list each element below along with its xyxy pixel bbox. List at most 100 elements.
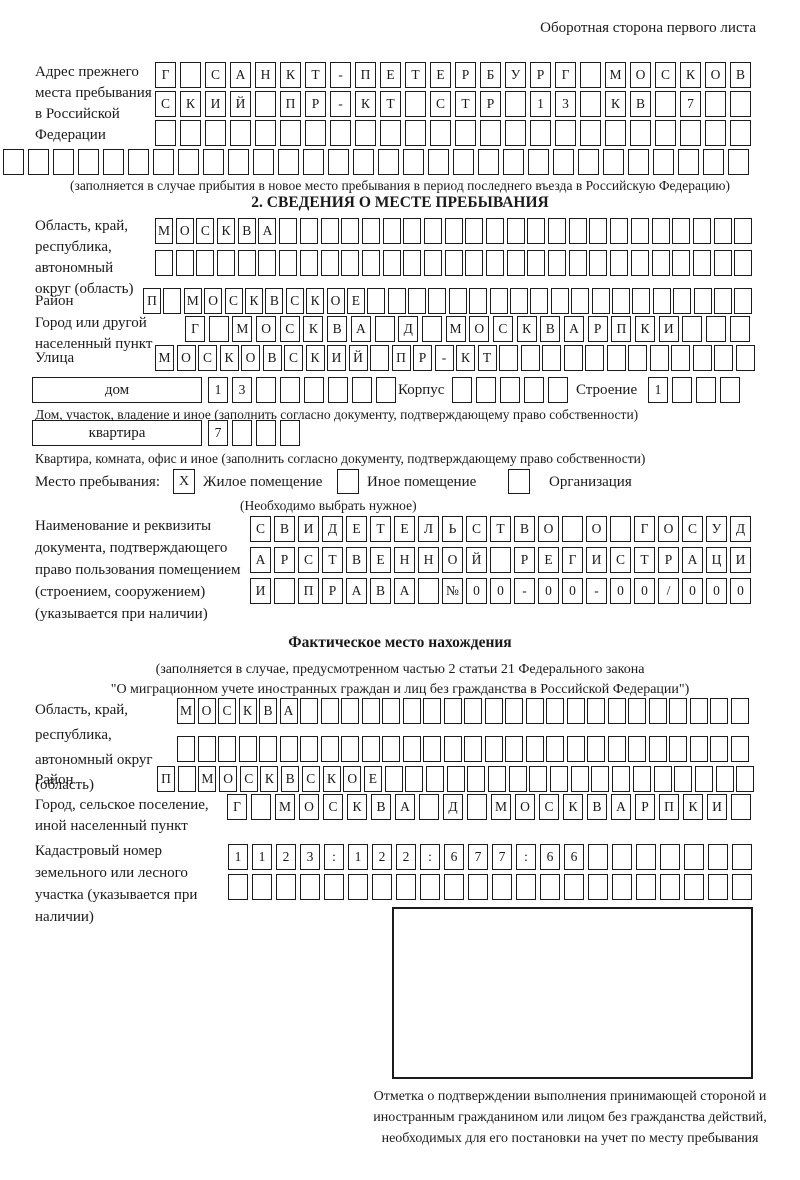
char-cell[interactable]: Д bbox=[443, 794, 463, 820]
char-cell[interactable] bbox=[428, 149, 449, 175]
char-cell[interactable]: М bbox=[183, 288, 202, 314]
char-cell[interactable] bbox=[669, 736, 687, 762]
char-cell[interactable] bbox=[732, 844, 752, 870]
char-cell[interactable]: 0 bbox=[730, 578, 751, 604]
char-cell[interactable] bbox=[28, 149, 49, 175]
char-cell[interactable]: П bbox=[611, 316, 632, 342]
char-cell[interactable] bbox=[588, 844, 608, 870]
char-cell[interactable] bbox=[682, 316, 703, 342]
char-cell[interactable] bbox=[217, 250, 236, 276]
char-cell[interactable]: В bbox=[371, 794, 391, 820]
char-cell[interactable] bbox=[708, 874, 728, 900]
char-cell[interactable] bbox=[305, 120, 326, 146]
char-cell[interactable]: 2 bbox=[396, 844, 416, 870]
char-cell[interactable] bbox=[352, 377, 372, 403]
char-cell[interactable]: В bbox=[265, 288, 284, 314]
char-cell[interactable]: О bbox=[256, 316, 277, 342]
char-cell[interactable]: С bbox=[539, 794, 559, 820]
char-cell[interactable]: К bbox=[355, 91, 376, 117]
char-cell[interactable] bbox=[455, 120, 476, 146]
char-cell[interactable]: С bbox=[655, 62, 676, 88]
char-cell[interactable]: С bbox=[218, 698, 236, 724]
char-cell[interactable] bbox=[476, 377, 496, 403]
char-cell[interactable]: Е bbox=[538, 547, 559, 573]
char-cell[interactable]: К bbox=[680, 62, 701, 88]
char-cell[interactable] bbox=[731, 794, 751, 820]
char-cell[interactable] bbox=[279, 250, 298, 276]
char-cell[interactable]: 3 bbox=[300, 844, 320, 870]
char-cell[interactable] bbox=[694, 766, 713, 792]
char-cell[interactable]: О bbox=[219, 766, 238, 792]
char-cell[interactable] bbox=[580, 62, 601, 88]
char-cell[interactable]: Т bbox=[305, 62, 326, 88]
char-cell[interactable] bbox=[320, 736, 339, 762]
char-cell[interactable]: Т bbox=[634, 547, 655, 573]
char-cell[interactable]: А bbox=[682, 547, 703, 573]
char-cell[interactable]: П bbox=[157, 766, 175, 792]
char-cell[interactable] bbox=[503, 149, 524, 175]
char-cell[interactable] bbox=[180, 120, 201, 146]
char-cell[interactable]: Ь bbox=[442, 516, 463, 542]
char-cell[interactable] bbox=[506, 218, 525, 244]
char-cell[interactable]: А bbox=[395, 794, 415, 820]
char-cell[interactable]: И bbox=[250, 578, 271, 604]
char-cell[interactable] bbox=[279, 736, 298, 762]
char-cell[interactable] bbox=[384, 766, 403, 792]
char-cell[interactable]: С bbox=[224, 288, 243, 314]
char-cell[interactable] bbox=[729, 316, 750, 342]
char-cell[interactable] bbox=[651, 218, 670, 244]
char-cell[interactable]: 0 bbox=[634, 578, 655, 604]
char-cell[interactable]: К bbox=[683, 794, 703, 820]
char-cell[interactable]: К bbox=[280, 62, 301, 88]
char-cell[interactable]: С bbox=[430, 91, 451, 117]
char-cell[interactable]: С bbox=[682, 516, 703, 542]
char-cell[interactable] bbox=[484, 736, 503, 762]
char-cell[interactable]: : bbox=[420, 844, 440, 870]
char-cell[interactable] bbox=[374, 316, 395, 342]
char-cell[interactable]: А bbox=[258, 218, 277, 244]
char-cell[interactable]: 0 bbox=[562, 578, 583, 604]
char-cell[interactable] bbox=[612, 844, 632, 870]
char-cell[interactable]: С bbox=[466, 516, 487, 542]
char-cell[interactable] bbox=[527, 250, 546, 276]
char-cell[interactable] bbox=[566, 698, 585, 724]
char-cell[interactable] bbox=[418, 578, 439, 604]
char-cell[interactable] bbox=[300, 736, 318, 762]
char-cell[interactable] bbox=[480, 120, 501, 146]
char-cell[interactable]: Р bbox=[480, 91, 501, 117]
char-cell[interactable]: Б bbox=[480, 62, 501, 88]
char-cell[interactable]: С bbox=[250, 516, 271, 542]
char-cell[interactable]: О bbox=[175, 218, 194, 244]
char-cell[interactable] bbox=[648, 736, 667, 762]
char-cell[interactable]: 3 bbox=[555, 91, 576, 117]
char-cell[interactable] bbox=[730, 120, 751, 146]
char-cell[interactable] bbox=[341, 250, 360, 276]
char-cell[interactable] bbox=[636, 844, 656, 870]
char-cell[interactable] bbox=[508, 766, 527, 792]
char-cell[interactable] bbox=[530, 288, 549, 314]
char-cell[interactable] bbox=[430, 120, 451, 146]
char-cell[interactable] bbox=[278, 149, 299, 175]
char-cell[interactable]: С bbox=[198, 345, 217, 371]
char-cell[interactable] bbox=[453, 149, 474, 175]
char-cell[interactable] bbox=[274, 578, 295, 604]
char-cell[interactable] bbox=[444, 250, 463, 276]
char-cell[interactable]: Н bbox=[418, 547, 439, 573]
char-cell[interactable] bbox=[548, 377, 568, 403]
char-cell[interactable] bbox=[252, 874, 272, 900]
char-cell[interactable] bbox=[467, 766, 486, 792]
char-cell[interactable] bbox=[175, 250, 194, 276]
char-cell[interactable]: Г bbox=[634, 516, 655, 542]
char-cell[interactable]: А bbox=[350, 316, 371, 342]
char-cell[interactable]: В bbox=[346, 547, 367, 573]
char-cell[interactable] bbox=[355, 120, 376, 146]
char-cell[interactable]: М bbox=[275, 794, 295, 820]
char-cell[interactable] bbox=[299, 250, 318, 276]
char-cell[interactable] bbox=[177, 736, 195, 762]
char-cell[interactable]: К bbox=[347, 794, 367, 820]
char-cell[interactable]: Й bbox=[348, 345, 368, 371]
char-cell[interactable] bbox=[653, 766, 672, 792]
char-cell[interactable] bbox=[546, 736, 564, 762]
char-cell[interactable] bbox=[692, 345, 712, 371]
char-cell[interactable] bbox=[578, 149, 599, 175]
